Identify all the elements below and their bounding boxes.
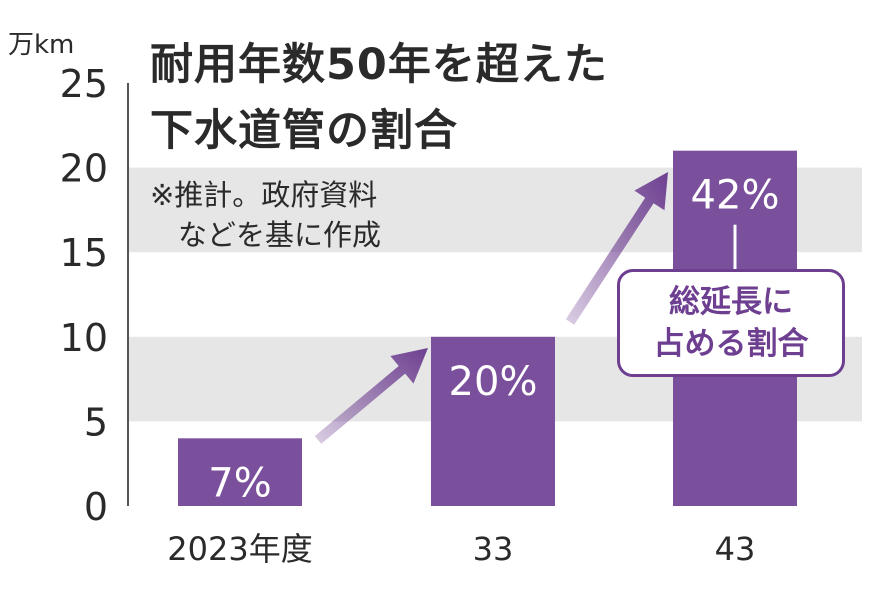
bar-value-label: 7% bbox=[208, 460, 271, 506]
annotation-line-1: 総延長に bbox=[669, 284, 793, 320]
y-tick-label: 5 bbox=[84, 400, 108, 444]
bar bbox=[178, 438, 302, 506]
bar-value-labels: 7% 20% 42% bbox=[208, 173, 779, 507]
trend-arrow bbox=[314, 348, 428, 444]
annotation-line-2: 占める割合 bbox=[653, 326, 809, 362]
arrow-shape bbox=[314, 348, 428, 444]
trend-arrows bbox=[314, 172, 668, 444]
x-tick-label: 2023年度 bbox=[167, 530, 312, 568]
bar-value-label: 42% bbox=[691, 173, 780, 219]
y-tick-label: 0 bbox=[84, 485, 108, 529]
note-line-1: ※推計。政府資料 bbox=[150, 178, 378, 212]
y-axis-unit: 万km bbox=[8, 30, 75, 60]
x-tick-labels: 2023年度 33 43 bbox=[167, 530, 755, 568]
y-tick-label: 10 bbox=[60, 316, 108, 360]
y-tick-label: 25 bbox=[60, 62, 108, 106]
x-tick-label: 43 bbox=[715, 530, 756, 568]
y-tick-labels: 0 5 10 15 20 25 bbox=[60, 62, 108, 529]
annotation-box: 総延長に 占める割合 bbox=[617, 269, 845, 377]
arrow-shape bbox=[565, 172, 668, 325]
bar-value-label: 20% bbox=[449, 359, 538, 405]
chart-title-line-1: 耐用年数50年を超えた bbox=[150, 40, 608, 90]
trend-arrow bbox=[565, 172, 668, 325]
y-tick-label: 20 bbox=[60, 147, 108, 191]
chart-title-line-2: 下水道管の割合 bbox=[150, 106, 458, 156]
note-line-2: などを基に作成 bbox=[178, 218, 382, 252]
x-tick-label: 33 bbox=[473, 530, 514, 568]
bar bbox=[431, 336, 555, 506]
y-tick-label: 15 bbox=[60, 231, 108, 275]
